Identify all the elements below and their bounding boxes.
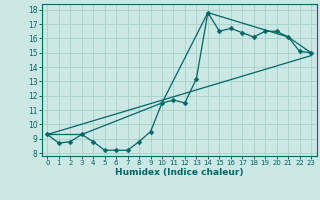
X-axis label: Humidex (Indice chaleur): Humidex (Indice chaleur) (115, 168, 244, 177)
